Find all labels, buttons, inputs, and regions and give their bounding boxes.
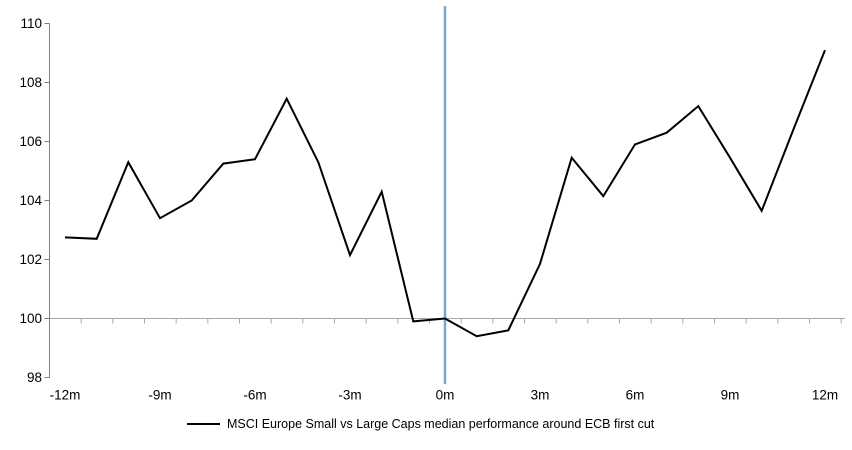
x-tick-label: -12m: [50, 388, 81, 403]
y-tick-label: 108: [19, 75, 42, 90]
axes-group: 98 100 102 104 106 108 110 -12m -9m -6m -3m 0m 3m 6m 9…: [19, 16, 845, 403]
series-line: [64, 49, 826, 338]
x-tick-label: -9m: [148, 388, 171, 403]
y-tick-label: 102: [19, 252, 42, 267]
x-tick-label: 0m: [436, 388, 455, 403]
y-tick-label: 106: [19, 134, 42, 149]
legend: MSCI Europe Small vs Large Caps median p…: [187, 416, 654, 432]
x-tick-label: -6m: [243, 388, 266, 403]
x-tick-label: 12m: [812, 388, 838, 403]
x-tick-label: 3m: [531, 388, 550, 403]
x-tick-label: -3m: [338, 388, 361, 403]
series-group: [64, 49, 826, 338]
x-tick-label: 6m: [626, 388, 645, 403]
y-tick-label: 98: [27, 370, 42, 385]
y-tick-label: 100: [19, 311, 42, 326]
y-tick-label: 104: [19, 193, 42, 208]
legend-label: MSCI Europe Small vs Large Caps median p…: [227, 417, 655, 431]
y-tick-label: 110: [20, 16, 42, 31]
x-tick-label: 9m: [721, 388, 740, 403]
legend-line-swatch: [187, 423, 220, 425]
